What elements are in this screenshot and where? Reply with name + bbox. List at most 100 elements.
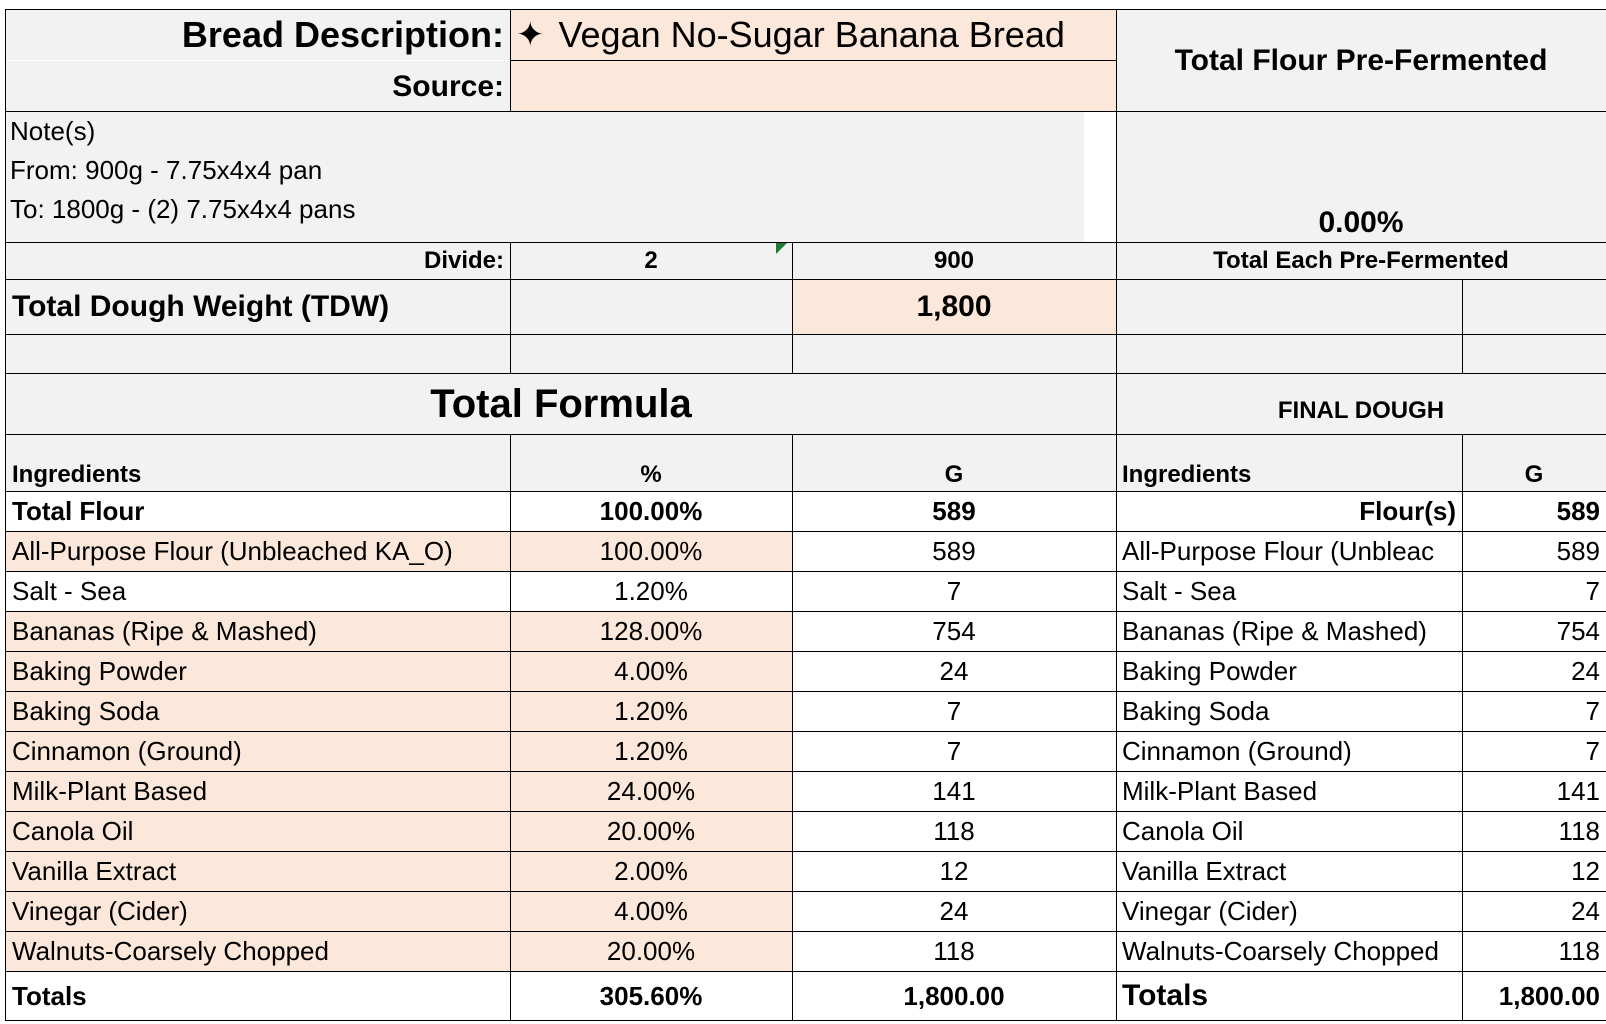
final-ingredient-name: Vinegar (Cider) xyxy=(1116,892,1462,931)
grid-line xyxy=(5,611,1606,612)
final-ingredient-name: Flour(s) xyxy=(1116,492,1462,531)
ingredient-name[interactable]: All-Purpose Flour (Unbleached KA_O) xyxy=(6,532,510,571)
source-label: Source: xyxy=(6,61,510,112)
grid-line xyxy=(5,279,1606,280)
ingredient-grams: 24 xyxy=(792,652,1116,691)
final-ingredient-grams: 118 xyxy=(1462,932,1606,971)
blank-row xyxy=(6,335,1606,373)
ingredient-grams: 7 xyxy=(792,692,1116,731)
divide-label: Divide: xyxy=(6,243,510,279)
grid-line xyxy=(5,111,1606,112)
ingredient-name[interactable]: Walnuts-Coarsely Chopped xyxy=(6,932,510,971)
grid-line xyxy=(5,771,1606,772)
grid-line xyxy=(5,242,1606,243)
final-ingredient-grams: 7 xyxy=(1462,572,1606,611)
divide-each-weight[interactable]: 900 xyxy=(792,243,1116,279)
grid-line xyxy=(792,434,793,1021)
ingredient-grams: 589 xyxy=(792,532,1116,571)
final-ingredient-grams: 12 xyxy=(1462,852,1606,891)
grid-line xyxy=(510,9,511,112)
source-input[interactable] xyxy=(510,61,1116,112)
grid-line xyxy=(510,242,511,374)
notes-cell[interactable]: Note(s) From: 900g - 7.75x4x4 pan To: 18… xyxy=(6,112,1084,242)
ingredient-name[interactable]: Total Flour xyxy=(6,492,510,531)
bread-description-cell[interactable]: ✦ Vegan No-Sugar Banana Bread xyxy=(510,10,1116,60)
grams-column-header: G xyxy=(792,435,1116,491)
notes-line: To: 1800g - (2) 7.75x4x4 pans xyxy=(10,194,356,224)
ingredient-percent[interactable]: 1.20% xyxy=(510,732,792,771)
ingredient-name[interactable]: Baking Soda xyxy=(6,692,510,731)
grid-line xyxy=(5,731,1606,732)
final-ingredient-grams: 141 xyxy=(1462,772,1606,811)
ingredient-name[interactable]: Baking Powder xyxy=(6,652,510,691)
ingredients-column-header: Ingredients xyxy=(6,435,510,491)
comment-indicator-icon[interactable] xyxy=(776,243,787,254)
empty-cell xyxy=(1462,280,1606,334)
grid-line xyxy=(5,971,1606,972)
grid-line xyxy=(5,1020,1606,1021)
ingredient-grams: 589 xyxy=(792,492,1116,531)
grid-line xyxy=(510,60,1116,61)
grid-line xyxy=(1462,434,1463,1021)
ingredient-percent[interactable]: 100.00% xyxy=(510,492,792,531)
grid-line xyxy=(1116,9,1117,1021)
totals-percent: 305.60% xyxy=(510,972,792,1020)
ingredient-grams: 24 xyxy=(792,892,1116,931)
ingredient-name[interactable]: Milk-Plant Based xyxy=(6,772,510,811)
ingredient-percent[interactable]: 24.00% xyxy=(510,772,792,811)
final-ingredient-name: Walnuts-Coarsely Chopped xyxy=(1116,932,1462,971)
grid-line xyxy=(5,531,1606,532)
grid-line xyxy=(5,9,6,1021)
bread-description-value: Vegan No-Sugar Banana Bread xyxy=(558,14,1065,55)
final-ingredient-name: All-Purpose Flour (Unbleac xyxy=(1116,532,1462,571)
notes-line: Note(s) xyxy=(10,116,96,146)
total-formula-title: Total Formula xyxy=(6,374,1116,434)
ingredient-percent[interactable]: 128.00% xyxy=(510,612,792,651)
bread-description-label: Bread Description: xyxy=(6,10,510,60)
ingredient-percent[interactable]: 20.00% xyxy=(510,812,792,851)
divide-count[interactable]: 2 xyxy=(510,243,792,279)
ingredient-percent[interactable]: 4.00% xyxy=(510,652,792,691)
final-ingredient-name: Salt - Sea xyxy=(1116,572,1462,611)
ingredient-name[interactable]: Cinnamon (Ground) xyxy=(6,732,510,771)
ingredient-grams: 118 xyxy=(792,932,1116,971)
grid-line xyxy=(5,931,1606,932)
ingredient-percent[interactable]: 4.00% xyxy=(510,892,792,931)
final-ingredient-name: Vanilla Extract xyxy=(1116,852,1462,891)
final-ingredient-name: Cinnamon (Ground) xyxy=(1116,732,1462,771)
ingredient-name[interactable]: Bananas (Ripe & Mashed) xyxy=(6,612,510,651)
grid-line xyxy=(5,851,1606,852)
grid-line xyxy=(1462,279,1463,374)
ingredient-name[interactable]: Vanilla Extract xyxy=(6,852,510,891)
final-ingredient-grams: 754 xyxy=(1462,612,1606,651)
final-ingredient-name: Baking Soda xyxy=(1116,692,1462,731)
ingredient-grams: 754 xyxy=(792,612,1116,651)
percent-column-header: % xyxy=(510,435,792,491)
final-totals-grams: 1,800.00 xyxy=(1462,972,1606,1020)
final-ingredients-column-header: Ingredients xyxy=(1116,435,1462,491)
ingredient-name[interactable]: Salt - Sea xyxy=(6,572,510,611)
ingredient-name[interactable]: Vinegar (Cider) xyxy=(6,892,510,931)
tdw-value[interactable]: 1,800 xyxy=(792,280,1116,334)
ingredient-name[interactable]: Canola Oil xyxy=(6,812,510,851)
final-ingredient-grams: 24 xyxy=(1462,652,1606,691)
tdw-label: Total Dough Weight (TDW) xyxy=(6,280,510,334)
final-totals-label: Totals xyxy=(1116,972,1462,1020)
final-dough-title: FINAL DOUGH xyxy=(1116,374,1606,434)
total-flour-pre-fermented-label: Total Flour Pre-Fermented xyxy=(1116,10,1606,112)
final-ingredient-grams: 24 xyxy=(1462,892,1606,931)
ingredient-percent[interactable]: 1.20% xyxy=(510,572,792,611)
ingredient-percent[interactable]: 1.20% xyxy=(510,692,792,731)
grid-line xyxy=(510,434,511,1021)
ingredient-percent[interactable]: 20.00% xyxy=(510,932,792,971)
grid-line xyxy=(792,242,793,374)
grid-line xyxy=(5,651,1606,652)
final-ingredient-grams: 7 xyxy=(1462,732,1606,771)
ingredient-percent[interactable]: 100.00% xyxy=(510,532,792,571)
sparkles-icon: ✦ xyxy=(516,16,545,54)
grid-line xyxy=(5,334,1606,335)
ingredient-percent[interactable]: 2.00% xyxy=(510,852,792,891)
grid-line xyxy=(5,434,1606,435)
grid-line xyxy=(5,373,1606,374)
grid-line xyxy=(5,9,1606,10)
